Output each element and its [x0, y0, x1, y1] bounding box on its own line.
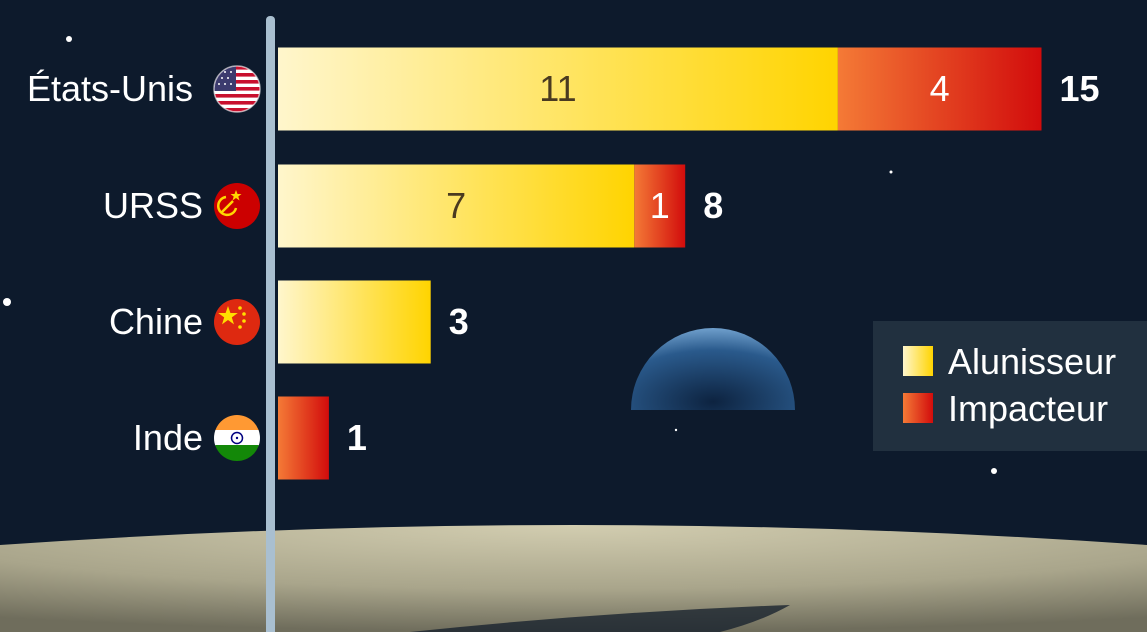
- legend-label-alunisseur: Alunisseur: [948, 341, 1116, 382]
- bars-group: 11 4 157 1 831: [278, 47, 1100, 480]
- bar-value-label: 4: [930, 68, 950, 109]
- category-label: URSS: [103, 185, 203, 226]
- legend-swatch-alunisseur: [903, 346, 933, 376]
- flag-border: [213, 65, 261, 113]
- star: [991, 468, 997, 474]
- bar-total-label: 15: [1060, 68, 1100, 109]
- bar-total-label: 1: [347, 417, 367, 458]
- bar-value-label: 1: [650, 185, 670, 226]
- bar-value-label: 11: [539, 68, 576, 109]
- bar-total-label: 3: [449, 301, 469, 342]
- moon-shadow: [410, 605, 790, 632]
- china-flag-icon: [214, 299, 260, 345]
- bar-impacteur: [278, 396, 329, 480]
- legend-box: [873, 321, 1147, 451]
- bar-alunisseur: [278, 47, 838, 131]
- star: [674, 428, 678, 432]
- legend-label-impacteur: Impacteur: [948, 388, 1108, 429]
- star: [66, 36, 72, 42]
- india-flag-icon: [214, 415, 260, 461]
- bar-impacteur: [837, 47, 1042, 131]
- legend-swatch-impacteur: [903, 393, 933, 423]
- star: [889, 170, 893, 174]
- category-label: Inde: [133, 417, 203, 458]
- legend: Alunisseur Impacteur: [873, 321, 1147, 451]
- category-label: États-Unis: [27, 68, 193, 109]
- earth-icon: [631, 328, 795, 410]
- bar-alunisseur: [278, 164, 635, 248]
- bar-value-label: 7: [446, 185, 466, 226]
- bar-impacteur: [634, 164, 686, 248]
- ussr-flag-icon: [214, 183, 260, 229]
- star: [3, 298, 11, 306]
- stars: [3, 36, 997, 474]
- category-label: Chine: [109, 301, 203, 342]
- bar-total-label: 8: [703, 185, 723, 226]
- moon-surface: [0, 525, 1147, 632]
- bar-alunisseur: [278, 280, 431, 364]
- y-axis-line: [266, 16, 275, 632]
